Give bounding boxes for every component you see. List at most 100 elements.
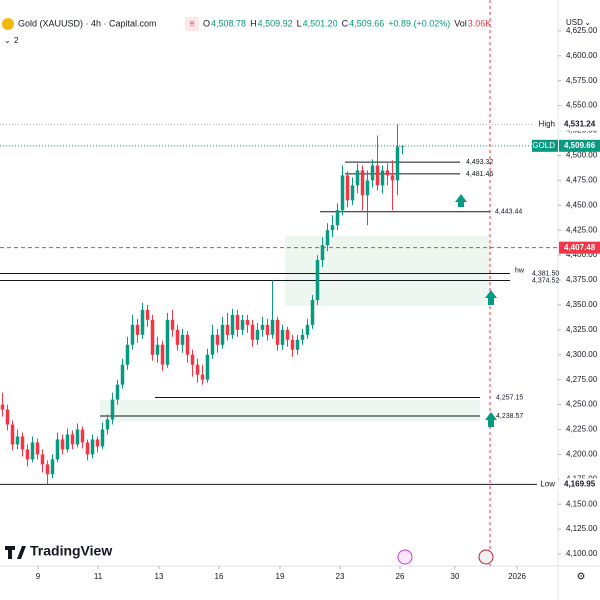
price-badge	[559, 478, 600, 491]
candle-body	[135, 324, 140, 335]
candle-body	[90, 439, 95, 455]
candle-body	[210, 334, 215, 355]
candle-body	[35, 442, 40, 455]
candle-body	[345, 175, 350, 201]
level-note: hw	[515, 267, 525, 274]
vol-value: 3.06K	[468, 18, 492, 28]
price-badge-label: 4,531.24	[564, 119, 596, 128]
candle-body	[365, 180, 370, 196]
indicator-count[interactable]: 2	[14, 36, 19, 45]
zone	[100, 400, 480, 422]
y-tick-label: 4,475.00	[566, 175, 598, 184]
currency[interactable]: USD	[566, 18, 583, 27]
price-badge-label: 4,509.66	[564, 141, 596, 150]
candle-body	[50, 459, 55, 475]
x-tick-label: 11	[94, 572, 103, 581]
candle-body	[245, 319, 250, 325]
y-tick-label: 4,500.00	[566, 151, 598, 160]
y-tick-label: 4,375.00	[566, 275, 598, 284]
settings-icon[interactable]: ⚙	[577, 572, 586, 583]
price-badge-label: 4,407.48	[564, 243, 596, 252]
candle-body	[310, 299, 315, 325]
candle-body	[65, 434, 70, 450]
candle-body	[295, 339, 300, 350]
candle-body	[25, 449, 30, 460]
y-tick-label: 4,450.00	[566, 200, 598, 209]
level-label: 4,257.15	[496, 394, 523, 401]
candle-body	[250, 324, 255, 340]
candle-body	[275, 319, 280, 345]
candle-body	[105, 419, 110, 430]
candle-body	[235, 314, 240, 330]
price-badge	[559, 139, 600, 152]
candle-body	[155, 344, 160, 355]
candle-body	[190, 354, 195, 365]
candle-body	[150, 319, 155, 355]
candle-body	[355, 170, 360, 186]
change: +0.89 (+0.02%)	[388, 18, 450, 28]
level-label: 4,374.52	[532, 277, 559, 284]
candle-body	[125, 344, 130, 365]
event-icon[interactable]	[397, 549, 413, 565]
x-tick-label: 23	[336, 572, 345, 581]
candle-body	[400, 145, 405, 147]
y-tick-label: 4,225.00	[566, 425, 598, 434]
price-badge-label: 4,169.95	[564, 479, 596, 488]
x-tick-label: 16	[215, 572, 224, 581]
candle-body	[240, 319, 245, 330]
ohlc-key: H	[250, 18, 257, 28]
candle-body	[360, 170, 365, 196]
y-tick-label: 4,575.00	[566, 76, 598, 85]
header: Gold (XAUUSD) · 4h · Capital.com ≡ O 4,50…	[2, 17, 491, 45]
candle-body	[315, 260, 320, 300]
price-tag	[537, 478, 558, 491]
y-tick-label: 4,200.00	[566, 450, 598, 459]
candle-body	[5, 409, 10, 425]
candle-body	[375, 165, 380, 186]
candle-body	[290, 339, 295, 350]
event-icon[interactable]	[478, 549, 494, 565]
x-tick-label: 9	[36, 572, 41, 581]
price-badge	[559, 241, 600, 254]
candle-body	[350, 185, 355, 201]
ohlc: O 4,508.78 H 4,509.92 L 4,501.20 C 4,509.66 +0.8…	[203, 18, 491, 28]
candle-body	[160, 344, 165, 365]
candle-body	[225, 324, 230, 335]
flag-button[interactable]	[185, 17, 199, 31]
arrow	[485, 412, 497, 427]
candle-body	[195, 364, 200, 375]
collapse-icon[interactable]: ⌄	[4, 36, 11, 45]
candle-body	[185, 334, 190, 355]
y-tick-label: 4,325.00	[566, 325, 598, 334]
candle-body	[55, 439, 60, 460]
candle-body	[395, 146, 400, 181]
x-tick-label: 30	[451, 572, 460, 581]
candle-body	[260, 324, 265, 330]
flag-icon: ≡	[189, 18, 194, 28]
candle-body	[380, 170, 385, 186]
level-label: 4,493.32	[466, 159, 493, 166]
price-tag-label: Low	[540, 479, 555, 488]
ohlc-value: 4,508.78	[211, 18, 246, 28]
x-tick-label: 13	[155, 572, 164, 581]
y-tick-label: 4,250.00	[566, 400, 598, 409]
ohlc-key: L	[297, 18, 302, 28]
candle-body	[280, 329, 285, 345]
level-label: 4,381.50	[532, 270, 559, 277]
candle-body	[145, 309, 150, 320]
candle-body	[115, 384, 120, 400]
candle-body	[80, 429, 85, 443]
candle-body	[180, 334, 185, 345]
currency-menu[interactable]: ⌄	[584, 18, 591, 27]
candle-body	[325, 230, 330, 246]
candle-body	[95, 439, 100, 447]
arrow	[455, 194, 467, 207]
ohlc-value: 4,501.20	[303, 18, 338, 28]
x-tick-label: 19	[276, 572, 285, 581]
candle-body	[10, 424, 15, 445]
ohlc-value: 4,509.92	[258, 18, 293, 28]
candle-body	[370, 165, 375, 181]
candle-body	[100, 429, 105, 447]
candle-body	[385, 170, 390, 176]
